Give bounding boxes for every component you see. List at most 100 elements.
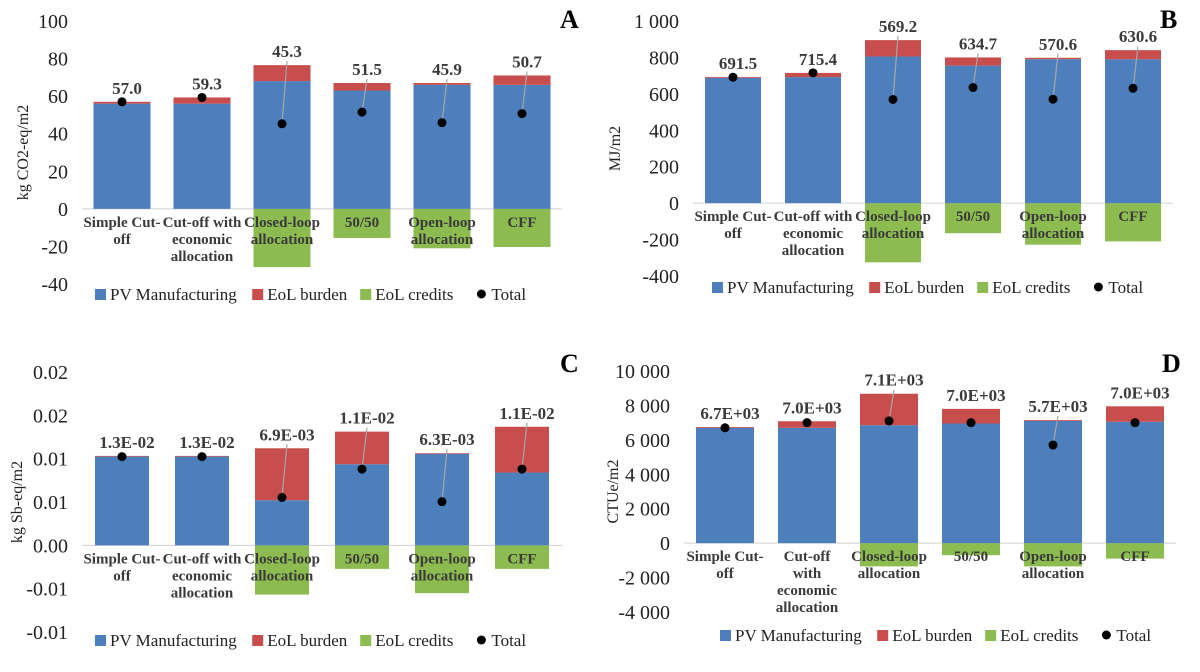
category-label: allocation <box>1022 566 1085 582</box>
bar-eol-credits <box>945 203 1001 234</box>
total-data-label: 51.5 <box>352 60 382 79</box>
bar-pv-manufacturing <box>865 56 921 204</box>
total-data-label: 6.7E+03 <box>700 404 759 423</box>
bar-eol-burden <box>335 431 389 465</box>
y-tick-label: 8 000 <box>625 395 670 417</box>
leader-line <box>361 427 368 470</box>
total-marker <box>437 497 447 507</box>
bar-pv-manufacturing <box>1105 59 1161 204</box>
bar-eol-burden <box>415 453 469 454</box>
category-label: CFF <box>507 215 536 231</box>
legend-marker <box>476 635 486 645</box>
legend-swatch <box>712 282 723 293</box>
category-label: allocation <box>862 226 925 242</box>
bar-eol-burden <box>413 82 471 85</box>
panel-c: -0.01 -0.01 0.00 0.01 0.01 0.02 0.02 kg Sb-eq/m… <box>0 336 600 672</box>
leader-line <box>892 36 899 100</box>
legend-swatch <box>720 630 731 641</box>
category-group: 1.1E-02 50/50 <box>335 409 395 569</box>
y-tick-label: 0 <box>660 533 670 555</box>
category-label: economic <box>172 568 232 584</box>
y-axis-ticks: -4 000 -2 000 0 2 000 4 000 6 000 8 000 10 000 <box>615 361 670 624</box>
bar-eol-burden <box>253 65 311 82</box>
legend-swatch <box>869 282 881 293</box>
y-tick-label: 200 <box>649 157 679 179</box>
legend-swatch <box>252 635 264 646</box>
total-data-label: 1.3E-02 <box>179 433 234 452</box>
y-tick-label: -40 <box>41 274 68 296</box>
total-marker <box>1128 83 1138 93</box>
category-group: 50.7 CFF <box>493 52 551 247</box>
total-marker <box>1048 440 1058 450</box>
total-data-label: 7.0E+03 <box>946 386 1005 405</box>
legend: PV Manufacturing EoL burden EoL credits Tot… <box>95 631 526 650</box>
y-axis-ticks: -0.01 -0.01 0.00 0.01 0.01 0.02 0.02 <box>26 362 68 644</box>
category-label: economic <box>777 583 837 599</box>
y-tick-label: 1 000 <box>634 11 679 33</box>
y-tick-label: 0.02 <box>33 405 68 427</box>
total-data-label: 6.3E-03 <box>419 430 474 449</box>
bar-pv-manufacturing <box>1025 59 1081 204</box>
category-label: Simple Cut- <box>83 215 160 231</box>
bar-pv-manufacturing <box>696 427 754 544</box>
category-label: Open-loop <box>408 551 476 567</box>
panel-d: -4 000 -2 000 0 2 000 4 000 6 000 8 000 10 000 C… <box>600 336 1200 672</box>
bar-pv-manufacturing <box>413 84 471 209</box>
y-tick-label: 600 <box>649 84 679 106</box>
category-label: off <box>113 568 131 584</box>
leader-line <box>441 78 448 123</box>
legend-swatch <box>977 282 989 293</box>
bar-eol-credits <box>1105 203 1161 242</box>
legend-label: Total <box>1108 278 1143 297</box>
bar-eol-burden <box>865 40 921 57</box>
bar-eol-burden <box>1024 420 1082 421</box>
total-marker <box>720 423 730 433</box>
bar-eol-credits <box>495 545 549 569</box>
total-marker <box>357 107 367 117</box>
category-label: Closed-loop <box>855 209 931 225</box>
category-label: Simple Cut- <box>686 549 763 565</box>
bar-pv-manufacturing <box>495 472 549 546</box>
total-data-label: 45.3 <box>272 42 302 61</box>
y-tick-label: 0.02 <box>33 362 68 384</box>
total-data-label: 1.1E-02 <box>339 409 394 428</box>
legend-label: EoL burden <box>892 626 973 645</box>
total-marker <box>117 452 127 462</box>
bar-pv-manufacturing <box>705 77 761 204</box>
bar-eol-credits <box>415 545 469 594</box>
category-label: allocation <box>171 249 234 265</box>
chart-d: -4 000 -2 000 0 2 000 4 000 6 000 8 000 10 000 C… <box>605 349 1181 645</box>
category-label: allocation <box>782 243 845 259</box>
category-label: Cut-off <box>784 549 832 565</box>
chart-b: -400 -200 0 200 400 600 800 1 000 MJ/m2 691.5 Simp… <box>607 5 1177 297</box>
category-group: 57.0 Simple Cut-off <box>83 79 160 248</box>
total-marker <box>1130 418 1140 428</box>
category-label: off <box>724 226 742 242</box>
total-data-label: 630.6 <box>1119 27 1157 46</box>
legend-swatch <box>95 635 106 646</box>
legend-swatch <box>360 635 372 646</box>
bar-eol-burden <box>493 75 551 85</box>
legend-label: EoL burden <box>884 278 965 297</box>
category-label: CFF <box>1118 209 1147 225</box>
legend-label: EoL credits <box>375 285 453 304</box>
bar-eol-credits <box>1024 543 1082 567</box>
legend-label: EoL credits <box>375 631 453 650</box>
legend-swatch <box>985 630 997 641</box>
total-data-label: 715.4 <box>799 50 838 69</box>
y-tick-label: 10 000 <box>615 361 670 383</box>
panel-letter: D <box>1162 349 1181 378</box>
total-marker <box>1048 94 1058 104</box>
leader-line <box>281 444 288 498</box>
y-tick-label: -200 <box>642 230 679 252</box>
category-label: with <box>793 566 822 582</box>
legend-label: Total <box>491 285 526 304</box>
category-label: allocation <box>251 232 314 248</box>
y-tick-label: 400 <box>649 120 679 142</box>
category-label: Closed-loop <box>244 215 320 231</box>
